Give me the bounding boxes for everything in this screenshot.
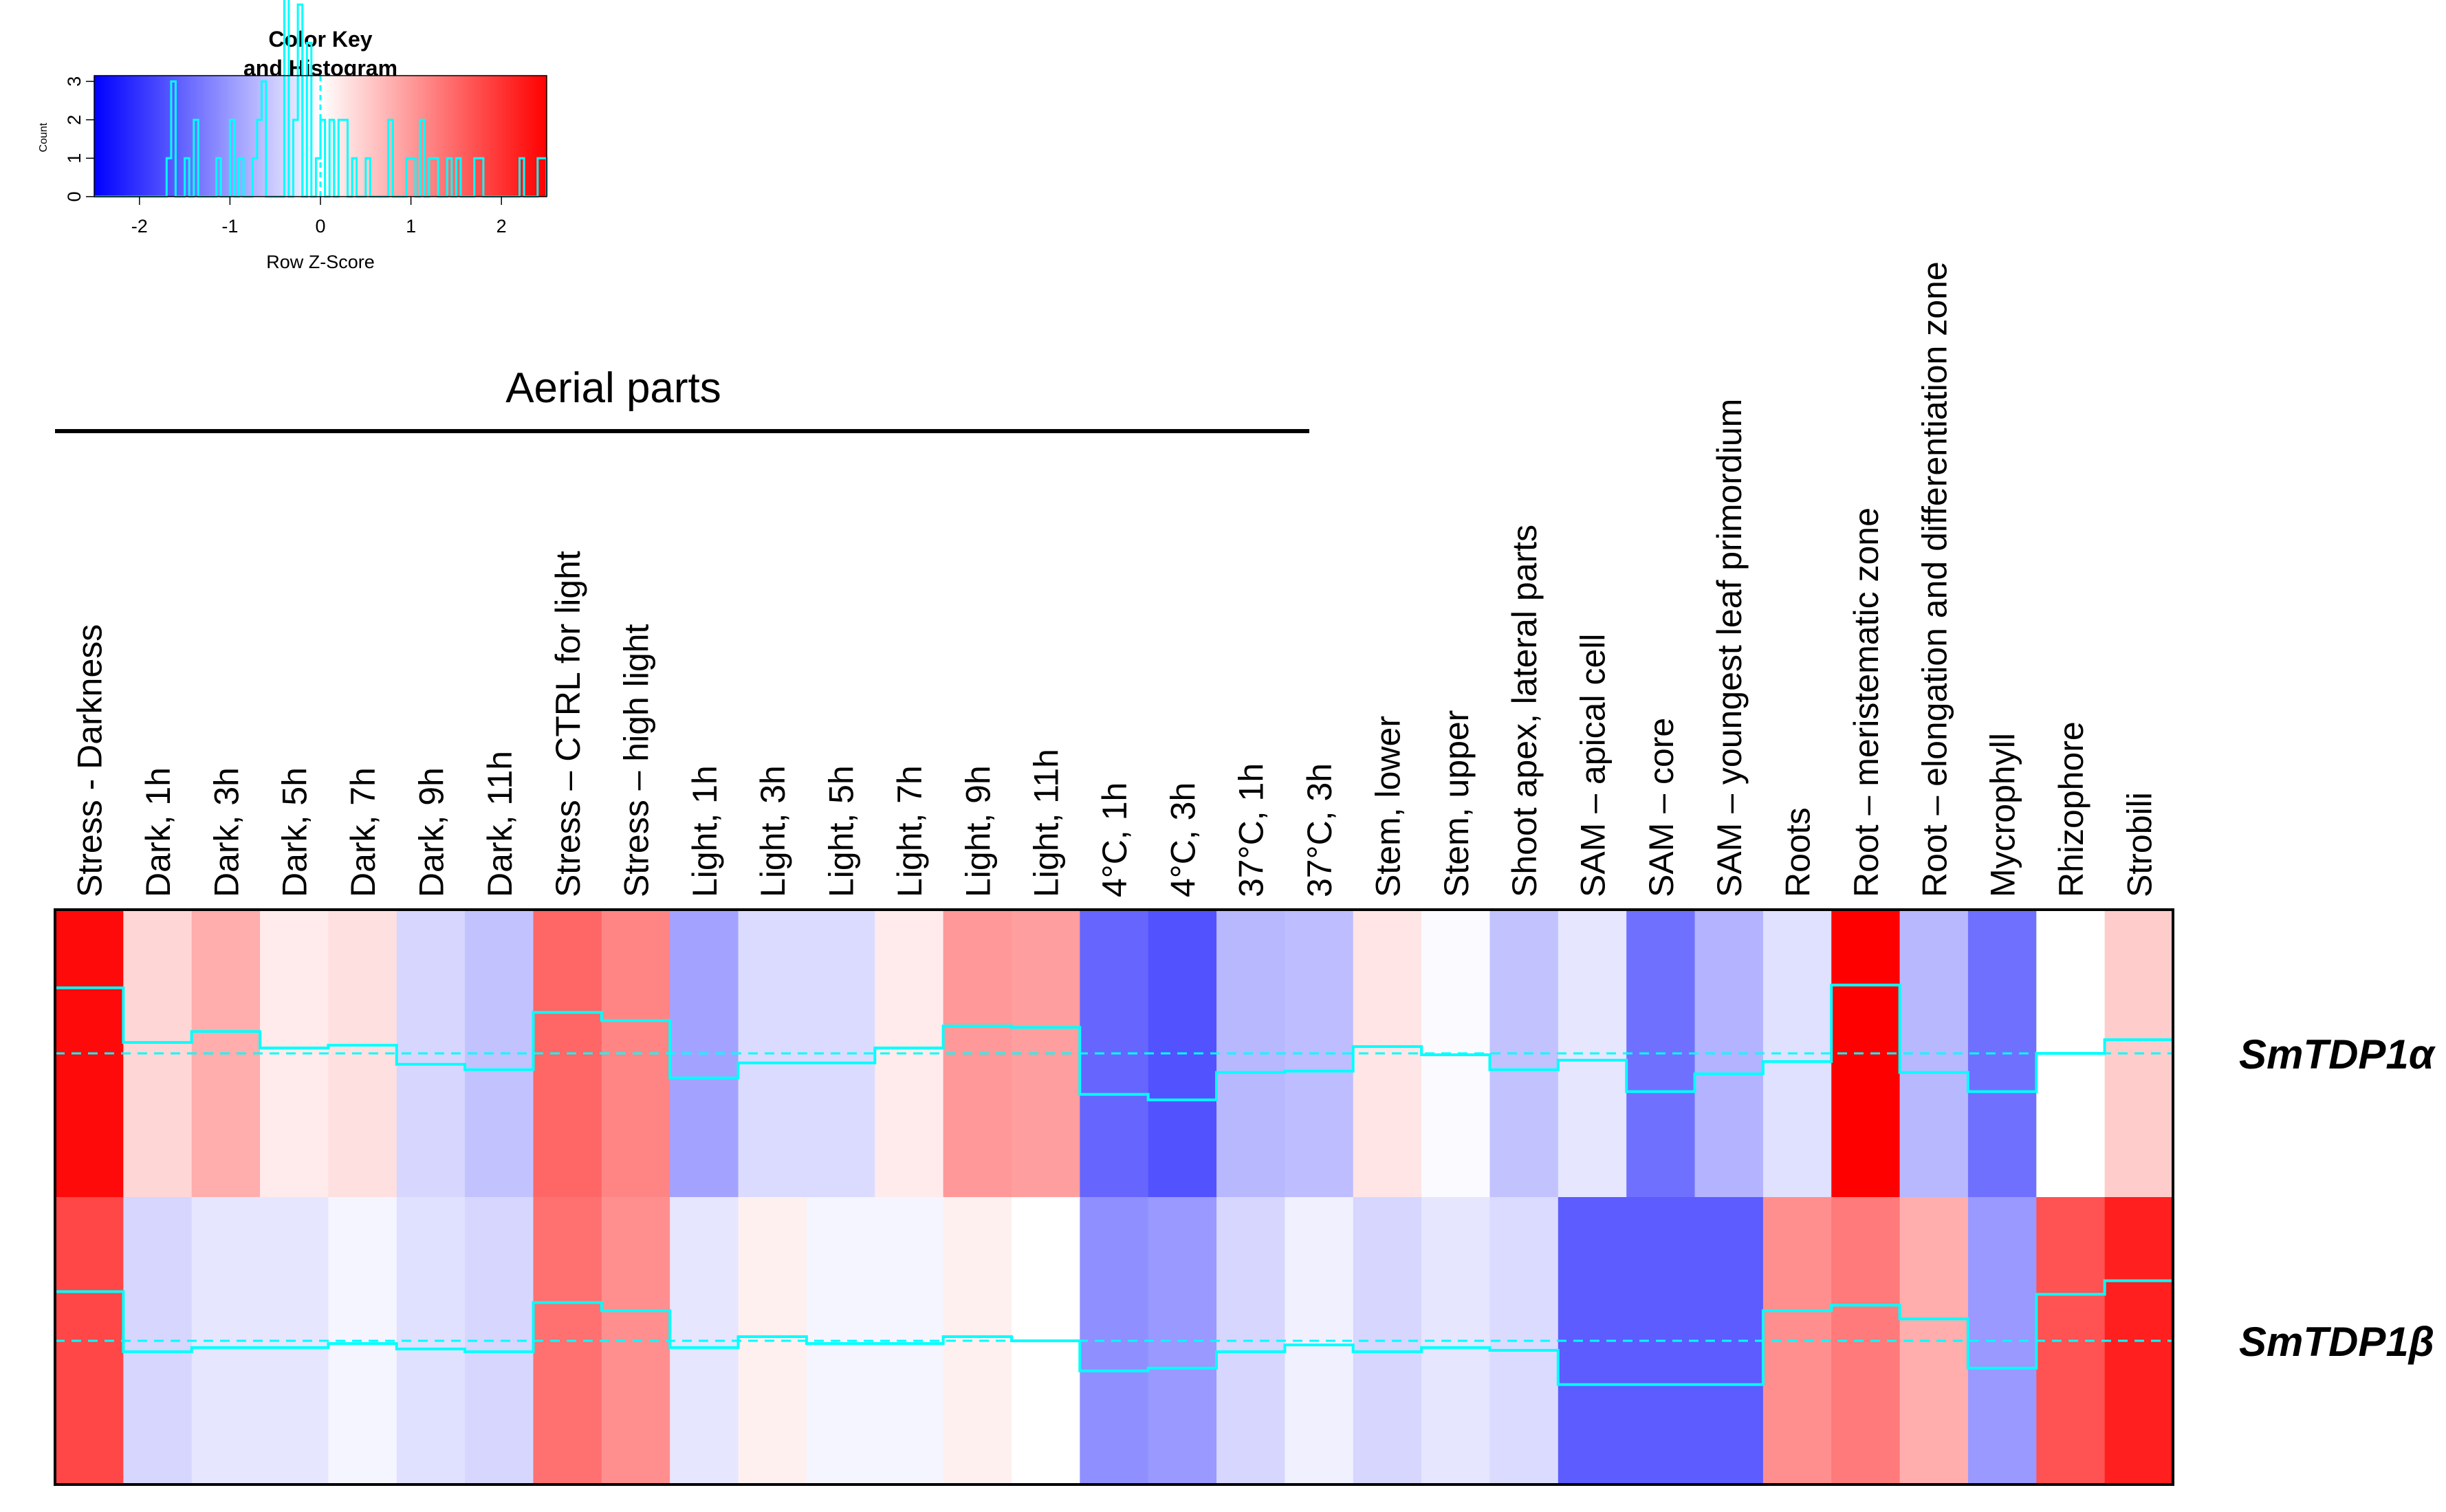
column-header: Dark, 1h: [139, 767, 177, 897]
column-header: 4°C, 3h: [1164, 782, 1202, 897]
column-header: 37°C, 3h: [1300, 763, 1339, 897]
color-key-xtick-label: 2: [496, 216, 507, 237]
color-key-ytick-label: 1: [64, 153, 85, 164]
column-header: Light, 3h: [754, 765, 792, 897]
column-header: Light, 5h: [822, 765, 861, 897]
row-trace: [55, 1279, 2173, 1386]
column-header: Stem, upper: [1437, 710, 1476, 897]
color-key-xtick-label: 1: [406, 216, 416, 237]
color-key-xtick-label: -1: [221, 216, 238, 237]
column-header: Rhizophore: [2052, 721, 2090, 897]
column-header: Strobili: [2120, 792, 2159, 897]
row-label: SmTDP1α: [2239, 1031, 2436, 1077]
color-key-title: Color Key: [268, 27, 372, 52]
column-header: Light, 1h: [686, 765, 724, 897]
column-header: Stress - Darkness: [71, 624, 109, 897]
column-header: Mycrophyll: [1984, 733, 2022, 897]
column-header: Dark, 9h: [413, 767, 451, 897]
column-header: Light, 9h: [959, 765, 997, 897]
row-labels: SmTDP1α SmTDP1β: [2239, 1031, 2436, 1365]
column-header: SAM – apical cell: [1574, 634, 1613, 898]
column-header: Shoot apex, lateral parts: [1505, 525, 1544, 897]
color-key-xtick-label: -2: [131, 216, 148, 237]
row-traces: [55, 983, 2173, 1386]
color-key-histogram-line: [94, 0, 548, 198]
column-header: Root – meristematic zone: [1847, 507, 1886, 897]
color-key-xtick-label: 0: [315, 216, 325, 237]
column-header: Stem, lower: [1368, 716, 1407, 897]
color-key-xlabel: Row Z-Score: [266, 252, 375, 272]
column-header: Stress – CTRL for light: [549, 551, 587, 897]
color-key-histogram: [94, 0, 548, 198]
column-header: Stress – high light: [618, 624, 656, 897]
row-trace: [55, 983, 2173, 1102]
column-header: Dark, 5h: [276, 767, 314, 897]
column-header: Light, 11h: [1027, 749, 1066, 897]
column-header: 37°C, 1h: [1232, 763, 1271, 897]
color-key-axes: -2 -1 0 1 2 0 1 2 3: [64, 76, 507, 237]
group-label: Aerial parts: [505, 364, 721, 412]
color-key-ytick-label: 2: [64, 115, 85, 125]
column-header: SAM – youngest leaf primordium: [1710, 399, 1749, 897]
row-label: SmTDP1β: [2239, 1319, 2434, 1365]
column-header: 4°C, 1h: [1095, 782, 1134, 897]
color-key-ylabel: Count: [38, 122, 50, 152]
column-header: Dark, 11h: [481, 751, 519, 897]
color-key-ytick-label: 0: [64, 191, 85, 201]
column-header: Dark, 3h: [207, 767, 245, 897]
color-key-ytick-label: 3: [64, 76, 85, 87]
column-headers: Stress - Darkness Dark, 1h Dark, 3h Dark, 5…: [71, 261, 2159, 897]
aerial-parts-group: Aerial parts: [55, 364, 1309, 433]
column-header: Light, 7h: [891, 765, 929, 897]
heatmap-cells: [55, 910, 2174, 1485]
column-header: Dark, 7h: [344, 767, 382, 897]
column-header: Root – elongation and differentiation zo…: [1915, 261, 1954, 897]
column-header: Roots: [1779, 807, 1817, 897]
column-header: SAM – core: [1642, 718, 1681, 897]
heatmap-frame: [54, 908, 2174, 1486]
